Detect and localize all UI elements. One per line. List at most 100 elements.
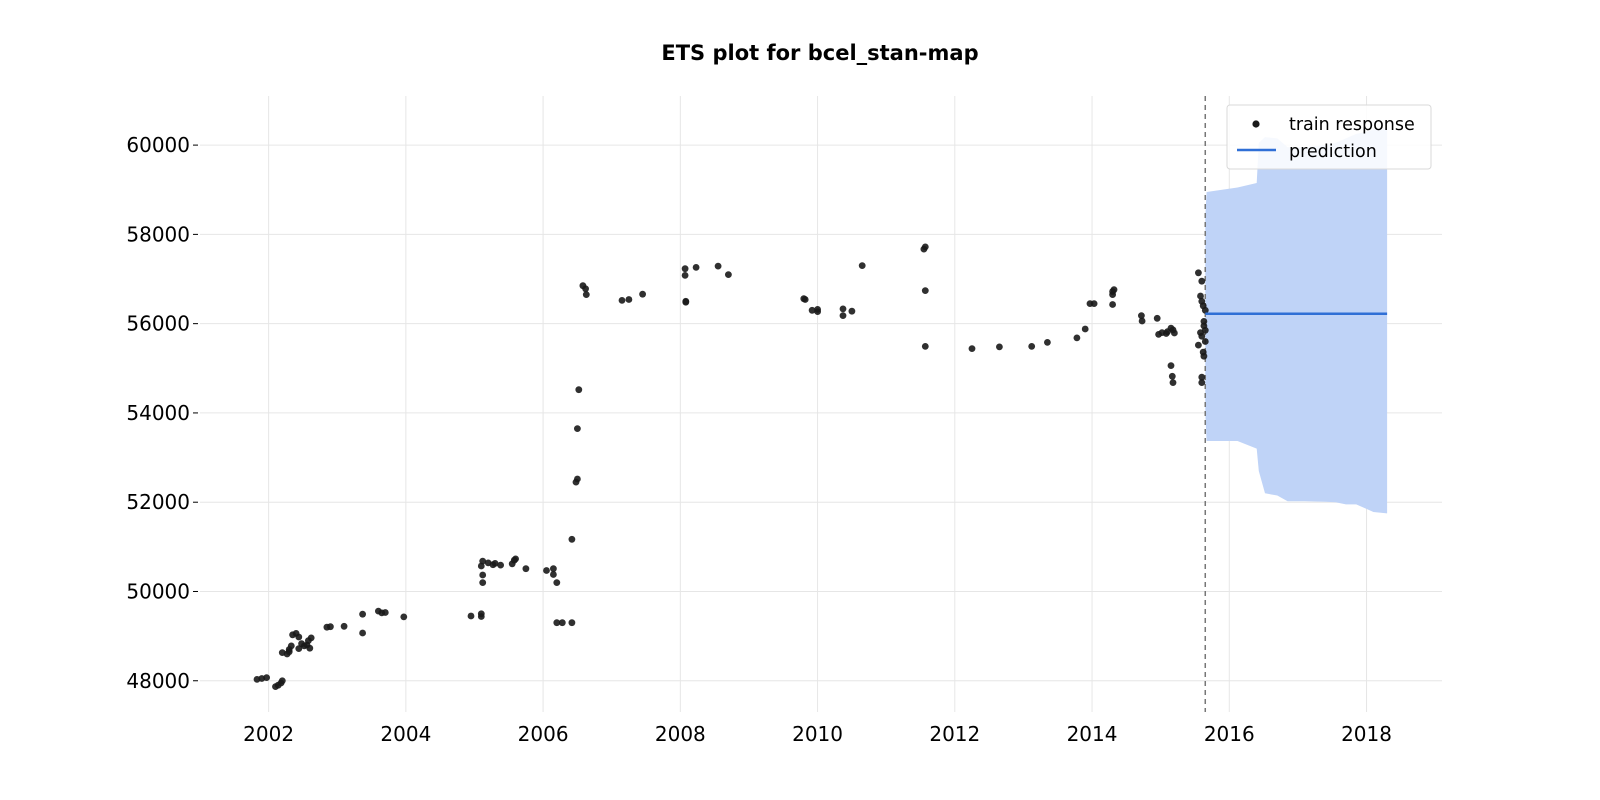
train-response-point: [479, 557, 487, 565]
train-response-point: [1081, 325, 1089, 333]
train-response-point: [681, 272, 689, 279]
train-response-point: [359, 629, 366, 637]
train-response-point: [512, 555, 519, 563]
train-response-point: [582, 291, 590, 298]
train-response-point: [278, 677, 286, 685]
train-response-point: [543, 567, 550, 574]
legend-marker-train: [1252, 120, 1260, 128]
legend: train response prediction: [1226, 104, 1432, 170]
y-tick-label: 48000: [126, 669, 190, 693]
train-response-point: [639, 290, 646, 298]
y-tick-label: 58000: [126, 222, 190, 246]
legend-label-prediction: prediction: [1289, 142, 1377, 162]
train-response-point: [1198, 332, 1206, 340]
x-tick-label: 2006: [518, 722, 569, 746]
train-response-point: [1044, 339, 1051, 346]
train-response-point: [1200, 352, 1208, 360]
x-tick-label: 2010: [792, 722, 843, 746]
train-response-point: [1167, 362, 1175, 369]
train-response-point: [1195, 269, 1202, 277]
train-response-point: [1195, 341, 1202, 349]
train-response-point: [921, 243, 929, 251]
train-response-point: [848, 307, 856, 315]
train-response-point: [522, 565, 530, 573]
train-response-point: [568, 535, 576, 543]
train-response-point: [479, 571, 487, 579]
prediction-interval-band: [1205, 128, 1388, 514]
train-response-point: [550, 571, 557, 578]
train-response-point: [359, 610, 366, 618]
train-response-point: [553, 579, 561, 586]
x-tick-label: 2002: [243, 722, 294, 746]
train-response-point: [467, 612, 475, 620]
x-tick-label: 2004: [380, 722, 431, 746]
train-response-point: [550, 565, 557, 573]
train-response-point: [1201, 306, 1209, 314]
x-tick-label: 2016: [1204, 722, 1255, 746]
train-response-point: [1169, 379, 1177, 386]
train-response-point: [340, 622, 348, 630]
chart-title: ETS plot for bcel_stan-map: [661, 41, 978, 65]
train-response-point: [327, 623, 334, 631]
train-response-point: [477, 610, 485, 618]
train-response-point: [574, 475, 581, 483]
x-tick-label: 2008: [655, 722, 706, 746]
train-response-point: [1073, 334, 1081, 342]
train-response-point: [263, 674, 270, 681]
train-response-point: [1138, 312, 1145, 319]
x-axis: 2002 2004 2006 2008 2010 2012 2014 2016 2018: [243, 722, 1392, 746]
train-response-point: [285, 646, 293, 653]
train-response-point: [1197, 292, 1204, 300]
train-response-point: [497, 561, 504, 569]
train-response-point: [625, 296, 633, 303]
x-tick-label: 2014: [1067, 722, 1118, 746]
train-response-point: [801, 296, 809, 303]
train-response-point: [692, 264, 700, 271]
train-response-point: [839, 305, 847, 313]
train-response-point: [1198, 373, 1206, 381]
train-response-point: [1168, 372, 1176, 380]
legend-label-train: train response: [1289, 115, 1415, 135]
train-response-point: [1028, 343, 1036, 350]
train-response-point: [618, 297, 626, 304]
train-response-point: [1198, 379, 1206, 386]
train-response-point: [808, 306, 816, 314]
train-response-point: [491, 560, 499, 567]
train-response-point: [1171, 329, 1178, 337]
train-response-point: [814, 306, 821, 313]
train-response-point: [307, 634, 315, 642]
y-axis: 48000 50000 52000 54000 56000 58000 60000: [126, 133, 198, 693]
train-response-point: [839, 312, 847, 319]
train-response-point: [921, 343, 929, 350]
y-tick-label: 52000: [126, 490, 190, 514]
train-response-point: [682, 297, 690, 305]
train-response-point: [1198, 277, 1206, 285]
train-response-point: [479, 579, 487, 586]
train-response-point: [568, 619, 576, 627]
train-response-point: [558, 619, 566, 627]
x-tick-label: 2012: [929, 722, 980, 746]
train-response-point: [1138, 317, 1146, 325]
train-response-point: [582, 285, 589, 293]
x-tick-label: 2018: [1341, 722, 1392, 746]
y-tick-label: 60000: [126, 133, 190, 157]
train-response-point: [725, 271, 732, 278]
train-response-point: [1110, 286, 1118, 294]
y-tick-label: 56000: [126, 312, 190, 336]
train-response-point: [858, 262, 866, 269]
legend-box: [1226, 104, 1432, 170]
train-response-point: [400, 613, 408, 621]
y-tick-label: 50000: [126, 579, 190, 603]
train-response-points: [253, 243, 1209, 690]
train-response-point: [1200, 322, 1208, 330]
train-response-point: [968, 345, 976, 352]
prediction-interval-layer: [1205, 128, 1388, 514]
train-response-point: [1153, 314, 1161, 322]
train-response-point: [295, 633, 303, 641]
train-response-point: [574, 425, 581, 432]
train-response-point: [681, 265, 689, 273]
train-response-point: [1109, 301, 1116, 308]
train-response-point: [575, 386, 583, 394]
train-response-point: [996, 343, 1003, 351]
